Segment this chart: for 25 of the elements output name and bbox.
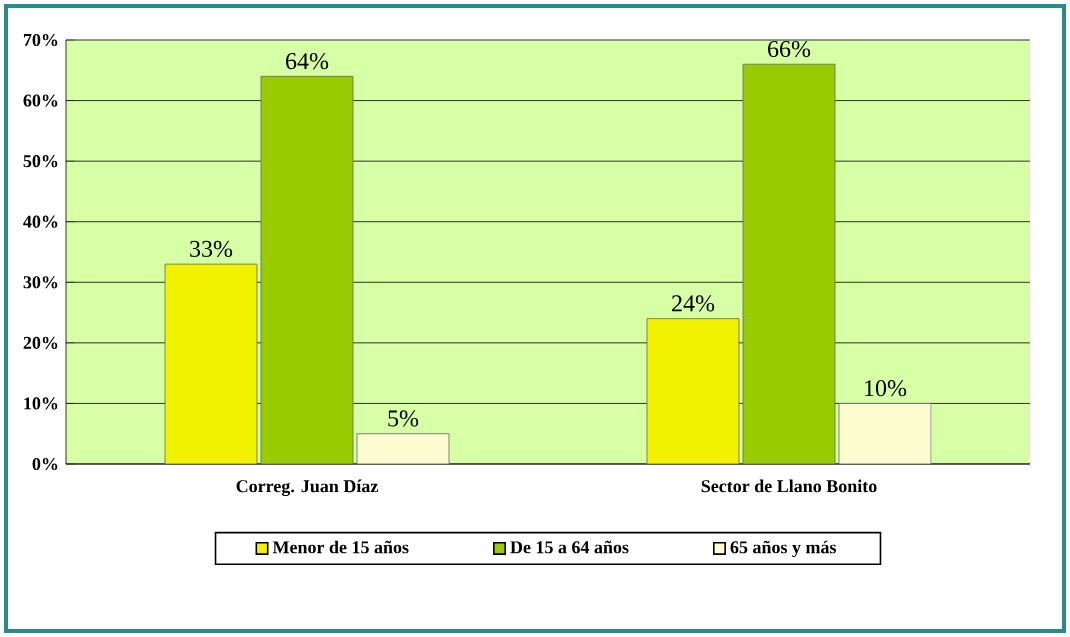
y-tick-label: 10% bbox=[24, 397, 58, 410]
legend-label: De 15 a 64 años bbox=[510, 540, 629, 554]
data-label: 33% bbox=[190, 240, 233, 258]
data-label: 66% bbox=[768, 40, 811, 58]
x-tick-label: Correg. Juan Díaz bbox=[236, 479, 378, 497]
bar bbox=[838, 403, 932, 464]
x-tick-label: Sector de Llano Bonito bbox=[701, 479, 877, 493]
bar bbox=[356, 433, 450, 464]
y-tick-label: 60% bbox=[23, 94, 58, 107]
y-tick-label: 50% bbox=[23, 155, 58, 168]
legend-label: 65 años y más bbox=[730, 540, 837, 558]
bar bbox=[260, 75, 354, 464]
y-tick-label: 20% bbox=[23, 336, 58, 349]
y-tick-label: 30% bbox=[23, 276, 58, 289]
data-label: 5% bbox=[388, 410, 419, 427]
y-tick-label: 70% bbox=[23, 33, 58, 47]
data-label: 64% bbox=[286, 52, 329, 70]
data-label: 10% bbox=[865, 380, 907, 397]
bar bbox=[164, 263, 258, 464]
bar bbox=[742, 63, 836, 464]
data-label: 24% bbox=[672, 295, 715, 312]
legend-label: Menor de 15 años bbox=[272, 540, 409, 554]
bar bbox=[646, 318, 740, 464]
y-tick-label: 0% bbox=[32, 457, 58, 471]
y-tick-label: 40% bbox=[23, 215, 58, 228]
